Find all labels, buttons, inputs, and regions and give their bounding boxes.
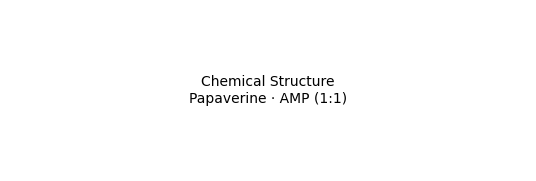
Text: Chemical Structure
Papaverine · AMP (1:1): Chemical Structure Papaverine · AMP (1:1… [189,75,347,106]
